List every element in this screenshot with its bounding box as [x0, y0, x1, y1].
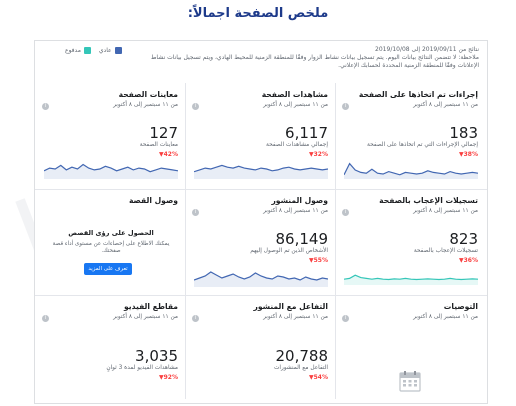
legend-paid-swatch: [83, 47, 91, 54]
sparkline-area: [194, 272, 328, 287]
sparkline-line: [194, 164, 328, 173]
card-title: إجراءات تم اتخاذها على الصفحة: [358, 90, 478, 99]
legend: عادي مدفوع: [65, 47, 128, 54]
card-recommendations[interactable]: التوصيات من ١١ سبتمبر إلى ٨ أكتوبر i: [336, 297, 486, 400]
card-subtitle: تسجيلات الإعجاب بالصفحة: [413, 248, 478, 254]
card-value: 86,149: [275, 230, 329, 248]
card-subtitle: معاينات الصفحة: [139, 142, 178, 148]
info-icon[interactable]: i: [192, 209, 199, 216]
card-post-engagement[interactable]: التفاعل مع المنشور من ١١ سبتمبر إلى ٨ أك…: [186, 297, 336, 400]
card-change: ▼54%: [309, 374, 328, 381]
card-subtitle: إجمالي مشاهدات الصفحة: [266, 142, 328, 148]
card-date-range: من ١١ سبتمبر إلى ٨ أكتوبر: [113, 314, 178, 320]
card-value: 3,035: [135, 347, 178, 365]
card-title: مشاهدات الصفحة: [261, 90, 328, 99]
card-value: 183: [449, 124, 478, 142]
sparkline-line: [344, 162, 478, 176]
page-title: ملخص الصفحة اجمالاً:: [187, 6, 329, 21]
down-arrow-icon: ▼: [159, 374, 164, 381]
info-icon[interactable]: i: [342, 315, 349, 322]
sparkline-line: [194, 271, 328, 281]
learn-more-button[interactable]: تعرف على المزيد: [84, 263, 132, 275]
info-icon[interactable]: i: [42, 103, 49, 110]
card-subtitle: مشاهدات الفيديو لمدة 3 ثوانٍ: [106, 365, 178, 371]
down-arrow-icon: ▼: [159, 151, 164, 158]
legend-paid-label: مدفوع: [65, 47, 81, 54]
card-date-range: من ١١ سبتمبر إلى ٨ أكتوبر: [113, 102, 178, 108]
sparkline-chart: [344, 162, 478, 179]
card-change: ▼55%: [309, 257, 328, 264]
info-icon[interactable]: i: [192, 315, 199, 322]
card-title: تسجيلات الإعجاب بالصفحة: [379, 196, 478, 205]
sparkline-chart: [344, 274, 478, 285]
info-icon[interactable]: i: [42, 315, 49, 322]
sparkline-chart: [44, 163, 178, 179]
down-arrow-icon: ▼: [309, 257, 314, 264]
card-value: 823: [449, 230, 478, 248]
down-arrow-icon: ▼: [309, 374, 314, 381]
page-summary-panel: نتائج من 2019/09/11 إلى 2019/10/08 ملاحظ…: [34, 40, 488, 404]
card-change: ▼38%: [459, 151, 478, 158]
card-subtitle: الأشخاص الذين تم الوصول إليهم: [250, 248, 328, 254]
card-subtitle: التفاعل مع المنشورات: [273, 365, 328, 371]
sparkline-line: [344, 274, 478, 281]
grid-divider: [335, 83, 336, 399]
sparkline-line: [44, 163, 178, 173]
card-value: 20,788: [275, 347, 329, 365]
card-change: ▼36%: [459, 257, 478, 264]
down-arrow-icon: ▼: [459, 257, 464, 264]
card-videos[interactable]: مقاطع الفيديو من ١١ سبتمبر إلى ٨ أكتوبر …: [36, 297, 186, 400]
card-date-range: من ١١ سبتمبر إلى ٨ أكتوبر: [413, 208, 478, 214]
card-title: التفاعل مع المنشور: [253, 302, 328, 311]
grid-divider: [35, 295, 487, 296]
card-story-reach[interactable]: وصول القصة الحصول على رؤى القصص يمكنك ال…: [36, 191, 186, 294]
card-title: وصول القصة: [128, 196, 178, 205]
card-change: ▼32%: [309, 151, 328, 158]
down-arrow-icon: ▼: [309, 151, 314, 158]
sparkline-area: [344, 163, 478, 179]
card-subtitle: إجمالي الإجراءات التي تم اتخاذها على الص…: [366, 142, 478, 148]
down-arrow-icon: ▼: [459, 151, 464, 158]
card-date-range: من ١١ سبتمبر إلى ٨ أكتوبر: [413, 314, 478, 320]
card-value: 127: [149, 124, 178, 142]
grid-divider: [35, 189, 487, 190]
promo-title: الحصول على رؤى القصص: [68, 229, 154, 237]
card-title: معاينات الصفحة: [118, 90, 178, 99]
sparkline-area: [44, 164, 178, 179]
card-date-range: من ١١ سبتمبر إلى ٨ أكتوبر: [263, 102, 328, 108]
card-page-likes[interactable]: تسجيلات الإعجاب بالصفحة من ١١ سبتمبر إلى…: [336, 191, 486, 294]
sparkline-chart: [194, 164, 328, 179]
card-title: مقاطع الفيديو: [123, 302, 178, 311]
card-title: وصول المنشور: [271, 196, 328, 205]
card-date-range: من ١١ سبتمبر إلى ٨ أكتوبر: [263, 208, 328, 214]
card-page-views[interactable]: مشاهدات الصفحة من ١١ سبتمبر إلى ٨ أكتوبر…: [186, 85, 336, 188]
card-date-range: من ١١ سبتمبر إلى ٨ أكتوبر: [263, 314, 328, 320]
results-note: ملاحظة: لا تتضمن النتائج بيانات اليوم. ي…: [150, 54, 479, 69]
card-change: ▼92%: [159, 374, 178, 381]
sparkline-chart: [194, 271, 328, 287]
card-post-reach[interactable]: وصول المنشور من ١١ سبتمبر إلى ٨ أكتوبر i…: [186, 191, 336, 294]
card-date-range: من ١١ سبتمبر إلى ٨ أكتوبر: [413, 102, 478, 108]
grid-divider: [185, 83, 186, 399]
card-page-previews[interactable]: معاينات الصفحة من ١١ سبتمبر إلى ٨ أكتوبر…: [36, 85, 186, 188]
info-icon[interactable]: i: [192, 103, 199, 110]
calendar-icon: [399, 371, 421, 392]
info-icon[interactable]: i: [342, 209, 349, 216]
results-range: نتائج من 2019/09/11 إلى 2019/10/08: [375, 46, 479, 53]
legend-organic-label: عادي: [98, 47, 112, 54]
promo-body: يمكنك الاطلاع على إحصاءات عن مستوى أداء …: [52, 241, 170, 254]
card-value: 6,117: [285, 124, 328, 142]
sparkline-area: [194, 165, 328, 179]
info-icon[interactable]: i: [342, 103, 349, 110]
legend-organic-swatch: [114, 47, 122, 54]
card-title: التوصيات: [443, 302, 478, 311]
sparkline-area: [344, 275, 478, 285]
card-page-actions[interactable]: إجراءات تم اتخاذها على الصفحة من ١١ سبتم…: [336, 85, 486, 188]
card-change: ▼42%: [159, 151, 178, 158]
results-info: نتائج من 2019/09/11 إلى 2019/10/08 ملاحظ…: [149, 46, 479, 70]
